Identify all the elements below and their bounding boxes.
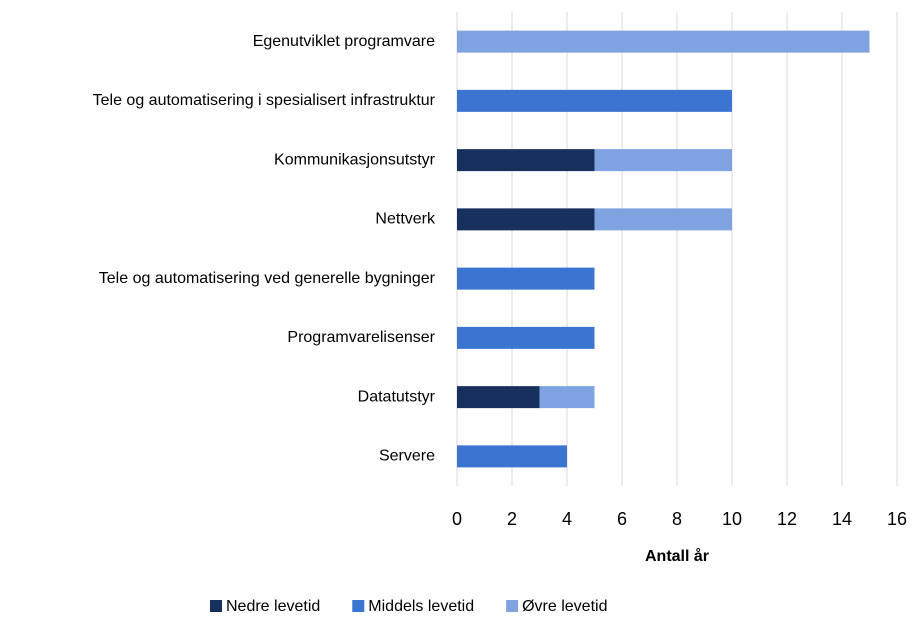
y-tick-label: Tele og automatisering ved generelle byg… xyxy=(99,270,436,287)
x-tick-label: 6 xyxy=(617,509,627,529)
x-tick-label: 14 xyxy=(832,509,852,529)
x-tick-label: 4 xyxy=(562,509,572,529)
bar-segment xyxy=(457,267,595,290)
bar-segment xyxy=(539,386,595,409)
x-tick-label: 10 xyxy=(722,509,742,529)
y-tick-label: Datatutstyr xyxy=(358,388,436,405)
bar-segment xyxy=(457,89,732,112)
legend-swatch xyxy=(506,600,519,612)
x-tick-label: 16 xyxy=(887,509,907,529)
legend-swatch xyxy=(210,600,222,612)
bar-segment xyxy=(457,30,870,53)
bar-segment xyxy=(594,149,732,172)
legend-label: Øvre levetid xyxy=(522,598,607,615)
x-tick-label: 12 xyxy=(777,509,797,529)
bar-segment xyxy=(457,149,595,172)
y-tick-label: Servere xyxy=(379,448,435,465)
y-tick-label: Nettverk xyxy=(375,211,436,228)
x-tick-label: 2 xyxy=(507,509,517,529)
bar-segment xyxy=(457,208,595,231)
x-tick-label: 0 xyxy=(452,509,462,529)
x-tick-label: 8 xyxy=(672,509,682,529)
legend-swatch xyxy=(352,600,365,612)
legend-label: Middels levetid xyxy=(368,598,474,615)
bar-segment xyxy=(457,386,540,409)
bar-segment xyxy=(457,326,595,349)
bar-segment xyxy=(594,208,732,231)
y-tick-label: Programvarelisenser xyxy=(287,329,435,346)
y-tick-label: Egenutviklet programvare xyxy=(253,33,435,50)
legend-label: Nedre levetid xyxy=(226,598,320,615)
x-axis-title: Antall år xyxy=(645,547,709,565)
bar-segment xyxy=(457,445,567,468)
y-tick-label: Tele og automatisering i spesialisert in… xyxy=(93,92,436,109)
y-tick-label: Kommunikasjonsutstyr xyxy=(274,151,436,168)
